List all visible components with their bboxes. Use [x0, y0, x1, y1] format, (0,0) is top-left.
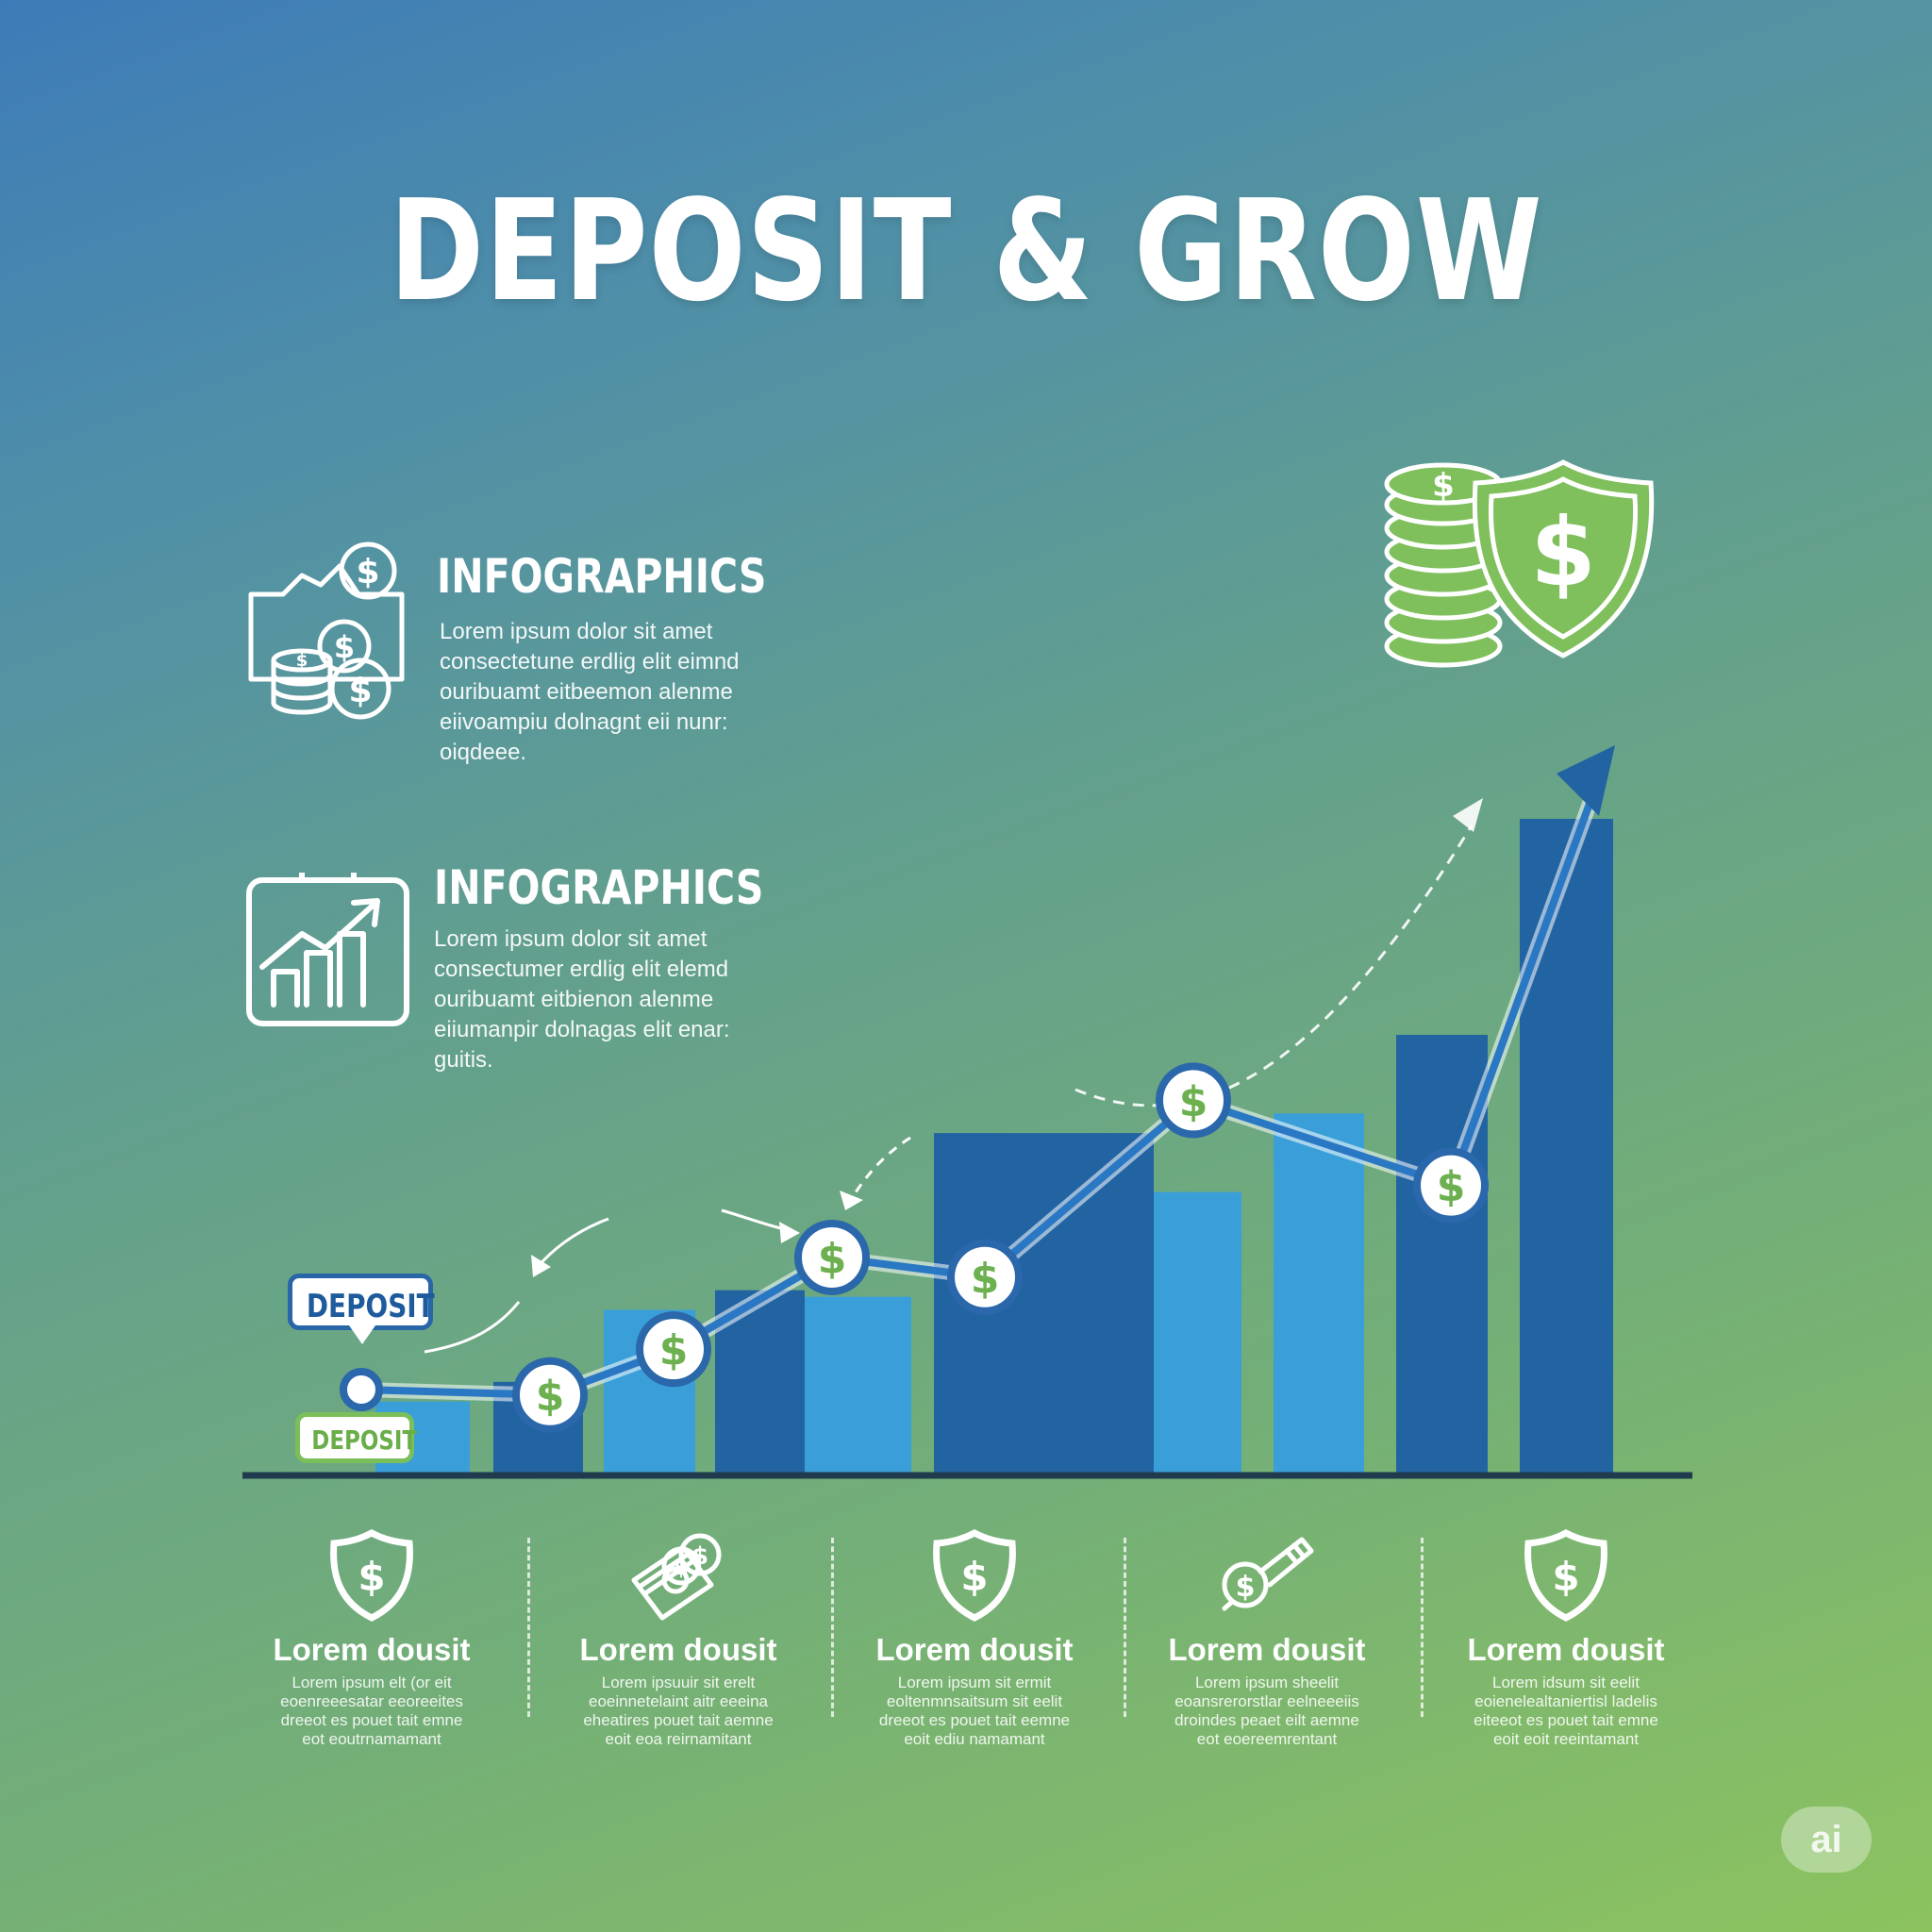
- coins-shield-icon: $ $: [1384, 459, 1655, 668]
- svg-text:$: $: [1552, 1554, 1579, 1600]
- footer-divider: [527, 1538, 530, 1717]
- coins-money-icon: $ $ $ $: [248, 541, 405, 720]
- svg-text:$: $: [1179, 1077, 1208, 1125]
- footer-title: Lorem dousit: [1168, 1632, 1366, 1667]
- footer-text: Lorem ipsuuir sit erelt eoeinnetelaint ai…: [583, 1674, 774, 1748]
- svg-text:$: $: [536, 1373, 565, 1421]
- dashed-arrow: [847, 1136, 911, 1204]
- chart-bar: [1274, 1113, 1364, 1474]
- svg-text:$: $: [1530, 497, 1596, 608]
- footer-title: Lorem dousit: [579, 1632, 777, 1667]
- arrow-head: [840, 1191, 863, 1210]
- shield-dollar-icon: $: [933, 1529, 1016, 1622]
- svg-text:$: $: [674, 1557, 688, 1580]
- arrow-head: [1453, 798, 1483, 832]
- info-text: Lorem ipsum dolor sit amet consectumer e…: [434, 926, 730, 1073]
- svg-text:$: $: [348, 672, 372, 710]
- chart-board-icon: [246, 873, 409, 1026]
- deposit-label-tail: [349, 1325, 375, 1344]
- svg-text:$: $: [1432, 467, 1455, 505]
- svg-text:$: $: [960, 1554, 988, 1600]
- footer-item: $ Lorem dousit Lorem idsum sit eelit eoie…: [1434, 1528, 1698, 1749]
- dollar-marker: $: [1156, 1062, 1231, 1139]
- footer-title: Lorem dousit: [875, 1632, 1074, 1667]
- svg-text:$: $: [356, 553, 379, 591]
- deposit-label: DEPOSIT: [288, 1274, 435, 1330]
- svg-text:$: $: [296, 651, 308, 671]
- ai-badge: ai: [1781, 1807, 1872, 1873]
- footer-divider: [831, 1538, 834, 1717]
- dollar-marker: $: [794, 1219, 870, 1295]
- dashed-arrow: [1074, 824, 1474, 1108]
- page-title: DEPOSIT & GROW: [389, 170, 1543, 332]
- dollar-marker: $: [512, 1357, 588, 1433]
- deposit-label-green: DEPOSIT: [295, 1412, 417, 1463]
- info-text: Lorem ipsum dolor sit amet consectetune …: [440, 619, 740, 765]
- growth-arrow-head: [1557, 745, 1615, 816]
- cash-bundle-icon: $ $: [631, 1533, 722, 1621]
- footer-text: Lorem ipsum elt (or eit eoenreeesatar eeo…: [280, 1674, 463, 1748]
- footer-item: $ Lorem dousit Lorem ipsum sit ermit eolt…: [842, 1528, 1107, 1749]
- dollar-marker: $: [1413, 1147, 1489, 1224]
- footer-text: Lorem ipsum sit ermit eoltenmnsaitsum sit…: [878, 1674, 1071, 1748]
- svg-text:$: $: [818, 1235, 847, 1283]
- footer-divider: [1421, 1538, 1424, 1717]
- footer-title: Lorem dousit: [273, 1632, 471, 1667]
- dollar-marker: $: [947, 1239, 1023, 1315]
- shield-dollar-icon: $: [330, 1529, 413, 1622]
- svg-text:$: $: [334, 629, 355, 665]
- curved-arrow: [424, 1301, 521, 1354]
- shield-dollar-icon: $: [1524, 1529, 1607, 1622]
- dollar-marker: $: [636, 1311, 711, 1388]
- arrow-head: [531, 1255, 551, 1277]
- chart-bar: [1154, 1191, 1241, 1474]
- chart-bar: [805, 1296, 911, 1474]
- svg-text:$: $: [1236, 1571, 1256, 1604]
- arrow-head: [779, 1222, 800, 1243]
- start-dot: [340, 1368, 383, 1411]
- svg-text:$: $: [358, 1554, 385, 1600]
- footer-title: Lorem dousit: [1467, 1632, 1665, 1667]
- footer-item: $ Lorem dousit Lorem ipsum sheelit eoansr…: [1135, 1528, 1399, 1749]
- svg-text:$: $: [691, 1542, 708, 1571]
- info-heading: INFOGRAPHICS: [437, 549, 767, 604]
- footer-item: $ $ Lorem dousit Lorem ipsuuir sit erelt…: [546, 1528, 810, 1749]
- svg-text:$: $: [1437, 1163, 1466, 1211]
- footer-divider: [1124, 1538, 1126, 1717]
- coin-key-icon: $: [1222, 1537, 1314, 1611]
- chart-bar: [1520, 819, 1613, 1474]
- footer-text: Lorem idsum sit eelit eoienelealtaniertis…: [1474, 1674, 1658, 1748]
- footer-text: Lorem ipsum sheelit eoansrerorstlar eelne…: [1174, 1674, 1359, 1748]
- footer-item: $ Lorem dousit Lorem ipsum elt (or eit eo…: [240, 1528, 504, 1749]
- svg-text:$: $: [971, 1255, 1000, 1303]
- svg-text:$: $: [659, 1326, 689, 1374]
- info-heading: INFOGRAPHICS: [434, 860, 764, 915]
- curved-arrow: [534, 1217, 609, 1270]
